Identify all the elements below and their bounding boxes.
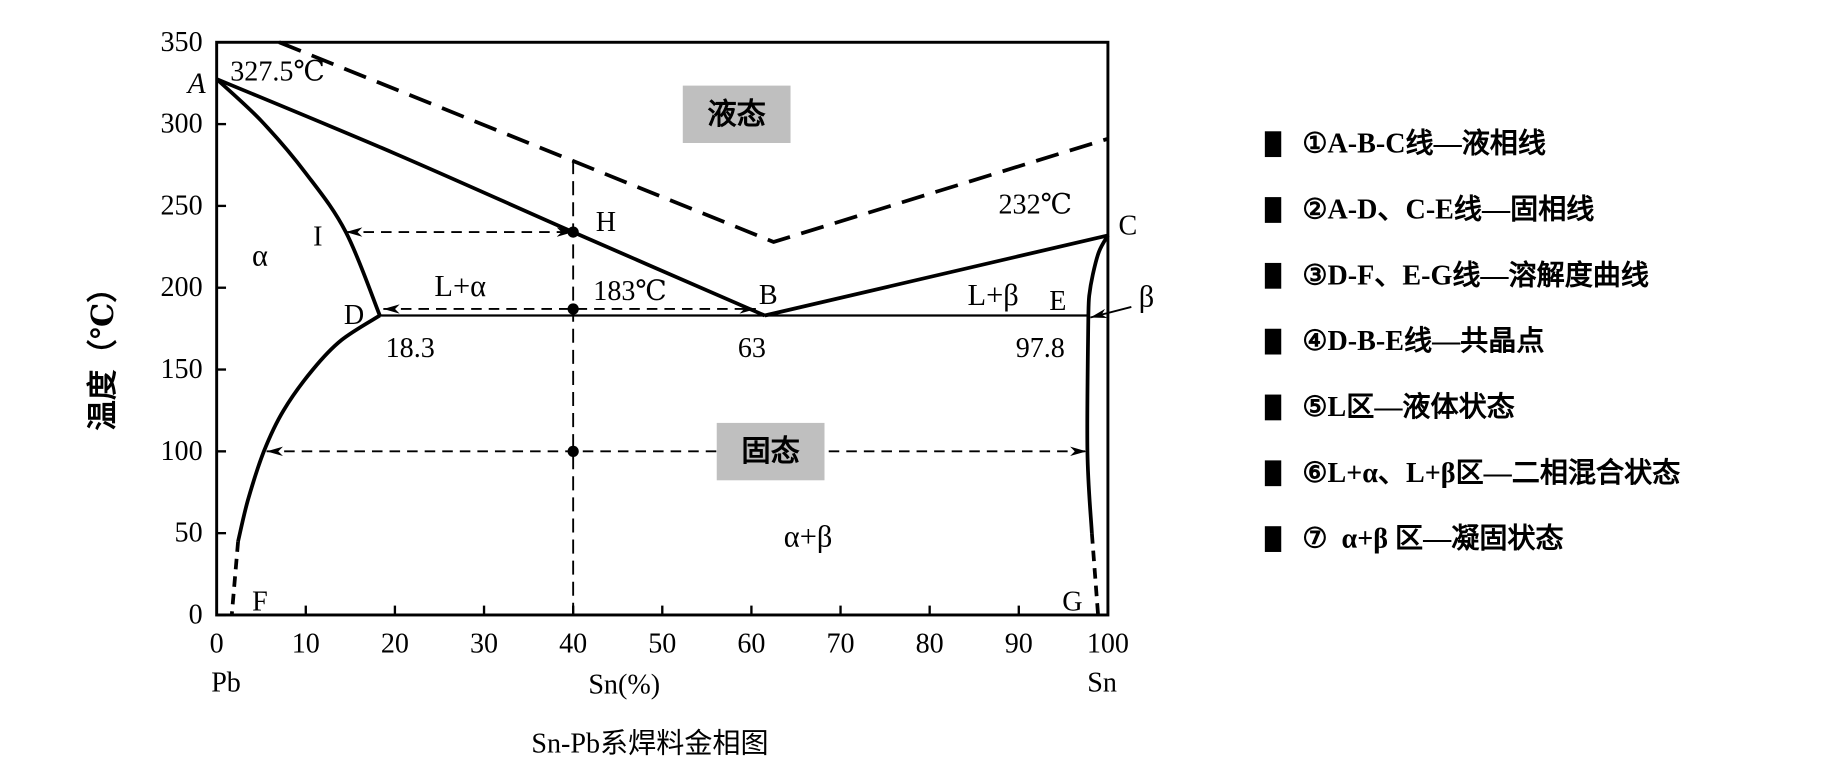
- y-tick-label: 350: [160, 27, 202, 58]
- x-axis-left-end-label: Pb: [211, 667, 241, 698]
- point-label-a: A: [186, 68, 206, 100]
- legend-item: ③D-F、E-G线—溶解度曲线: [1264, 258, 1649, 291]
- region-label-l-alpha: L+α: [434, 269, 486, 303]
- point-labels: A 327.5℃ B 63 C 232℃ D 18.3 E 97.8 F G H I: [186, 57, 1137, 618]
- region-label-alpha-beta: α+β: [784, 520, 833, 554]
- liquid-state-label: 液态: [707, 98, 766, 131]
- solidus-a-d: [215, 77, 382, 317]
- point-value-label-c: 232℃: [999, 189, 1073, 220]
- x-tick-label: 10: [292, 629, 320, 660]
- legend-item: ②A-D、C-E线—固相线: [1264, 193, 1594, 225]
- x-tick-label: 20: [381, 629, 409, 660]
- legend-item-text: ④D-B-E线—共晶点: [1302, 325, 1544, 357]
- liquidus-a-b: [215, 77, 766, 318]
- solid-state-label: 固态: [741, 435, 800, 468]
- x-tick-label: 80: [916, 629, 944, 660]
- point-label-d: D: [344, 300, 364, 331]
- point-value-label-b: 63: [738, 333, 766, 364]
- upper-dashed-boundary: [278, 40, 1109, 244]
- point-label-h: H: [596, 207, 616, 238]
- chart-title: Sn-Pb系焊料金相图: [531, 727, 768, 759]
- solvus-g-extension: [1089, 532, 1100, 616]
- x-tick-label: 60: [737, 629, 765, 660]
- legend-item: ⑤L区—液体状态: [1264, 391, 1515, 423]
- legend-item-text: ⑤L区—液体状态: [1302, 391, 1514, 423]
- y-tick-label: 0: [189, 599, 203, 630]
- region-label-l-beta: L+β: [968, 278, 1019, 312]
- point-label-i: I: [313, 221, 322, 252]
- x-tick-label: 70: [826, 629, 854, 660]
- legend-bullet-icon: [1264, 460, 1282, 487]
- axis-ticks: [215, 41, 1110, 617]
- legend-item-text: ①A-B-C线—液相线: [1302, 128, 1546, 160]
- legend-item-text: ②A-D、C-E线—固相线: [1302, 193, 1594, 225]
- solvus-d-f: [236, 313, 381, 542]
- y-tick-label: 100: [160, 436, 202, 467]
- liquidus-b-c: [764, 233, 1109, 318]
- solvus-f-extension: [229, 541, 240, 616]
- y-tick-label: 150: [160, 354, 202, 385]
- x-axis-title: Sn(%): [588, 670, 660, 701]
- solid-state-box: [716, 422, 825, 481]
- x-tick-label: 40: [559, 629, 587, 660]
- legend: ①A-B-C线—液相线 ②A-D、C-E线—固相线 ③D-F、E-G线—溶解度曲线 ④…: [1264, 128, 1680, 555]
- y-tick-label: 200: [160, 272, 202, 303]
- eutectic-temperature-label: 183℃: [593, 276, 667, 307]
- legend-bullet-icon: [1264, 526, 1282, 552]
- state-point-marker: [567, 445, 579, 457]
- phase-curves: [215, 40, 1110, 616]
- point-label-b: B: [759, 280, 778, 311]
- legend-item-text: ⑦ α+β 区—凝固状态: [1302, 523, 1563, 555]
- point-value-label-e: 97.8: [1016, 333, 1065, 364]
- axis-tick-labels: 0 50 100 150 200 250 300 350 0 10 20 30 40 50 60 70 80 90…: [160, 27, 1129, 660]
- point-value-label-a: 327.5℃: [230, 57, 325, 88]
- legend-bullet-icon: [1264, 394, 1282, 421]
- x-axis-right-end-label: Sn: [1087, 667, 1117, 698]
- x-tick-label: 0: [210, 629, 224, 660]
- legend-bullet-icon: [1264, 197, 1282, 223]
- legend-bullet-icon: [1264, 131, 1282, 158]
- x-tick-label: 30: [470, 629, 498, 660]
- state-point-marker: [567, 226, 579, 238]
- point-label-g: G: [1062, 587, 1082, 618]
- legend-bullet-icon: [1264, 328, 1282, 355]
- state-point-marker: [567, 303, 579, 315]
- x-tick-label: 90: [1005, 629, 1033, 660]
- point-value-label-d: 18.3: [386, 333, 435, 364]
- solidus-c-e: [1086, 234, 1110, 316]
- point-label-e: E: [1049, 286, 1066, 317]
- legend-item-text: ⑥L+α、L+β区—二相混合状态: [1302, 456, 1680, 489]
- beta-pointer-arrow: [1090, 306, 1132, 319]
- point-label-c: C: [1118, 210, 1137, 241]
- y-axis-title: 温度（℃）: [86, 272, 120, 430]
- y-tick-label: 250: [160, 190, 202, 221]
- x-tick-label: 100: [1087, 629, 1129, 660]
- x-tick-label: 50: [648, 629, 676, 660]
- legend-item-text: ③D-F、E-G线—溶解度曲线: [1302, 258, 1649, 291]
- state-point-markers: [567, 226, 579, 457]
- liquid-state-box: [682, 85, 791, 143]
- region-label-alpha: α: [252, 238, 268, 272]
- y-tick-label: 50: [175, 518, 203, 549]
- solvus-e-g: [1085, 315, 1094, 534]
- legend-item: ④D-B-E线—共晶点: [1264, 325, 1544, 357]
- legend-item: ①A-B-C线—液相线: [1264, 128, 1546, 160]
- legend-bullet-icon: [1264, 262, 1282, 289]
- region-label-beta: β: [1139, 279, 1155, 313]
- y-tick-label: 300: [160, 109, 202, 140]
- legend-item: ⑦ α+β 区—凝固状态: [1264, 523, 1564, 555]
- legend-item: ⑥L+α、L+β区—二相混合状态: [1264, 456, 1680, 489]
- point-label-f: F: [252, 587, 268, 618]
